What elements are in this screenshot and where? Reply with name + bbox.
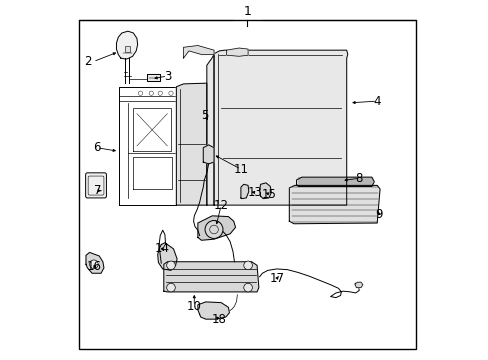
Circle shape [244,283,252,292]
Text: 5: 5 [201,109,208,122]
Text: 8: 8 [355,172,362,185]
Circle shape [244,261,252,270]
Polygon shape [198,302,229,319]
Text: 1: 1 [243,5,251,18]
Text: 11: 11 [233,163,248,176]
Circle shape [89,260,98,269]
Circle shape [166,283,175,292]
Text: 3: 3 [163,69,171,82]
Polygon shape [214,50,347,205]
FancyBboxPatch shape [85,173,106,198]
Bar [125,46,129,51]
Polygon shape [354,282,362,288]
Polygon shape [203,145,214,164]
Text: 9: 9 [374,208,382,221]
Circle shape [204,221,223,238]
Polygon shape [241,184,248,199]
Polygon shape [116,31,137,59]
Text: 16: 16 [87,260,102,273]
Text: 12: 12 [213,199,228,212]
Polygon shape [296,177,373,186]
Text: 4: 4 [373,95,380,108]
Polygon shape [198,216,235,240]
Text: 17: 17 [269,272,284,285]
Text: 7: 7 [94,184,102,197]
Text: 13: 13 [247,186,262,199]
Polygon shape [259,183,271,199]
Polygon shape [86,252,104,273]
Polygon shape [183,45,214,58]
Polygon shape [158,243,177,270]
Polygon shape [206,54,214,205]
Text: 18: 18 [211,313,226,327]
Text: 6: 6 [93,141,101,154]
Polygon shape [226,48,247,56]
Polygon shape [176,83,206,205]
Text: 10: 10 [186,300,202,313]
Text: 14: 14 [154,242,169,255]
Polygon shape [147,74,160,81]
Text: 15: 15 [262,188,277,201]
Polygon shape [289,185,379,224]
Polygon shape [163,262,258,292]
Text: 2: 2 [83,55,91,68]
Circle shape [166,261,175,270]
